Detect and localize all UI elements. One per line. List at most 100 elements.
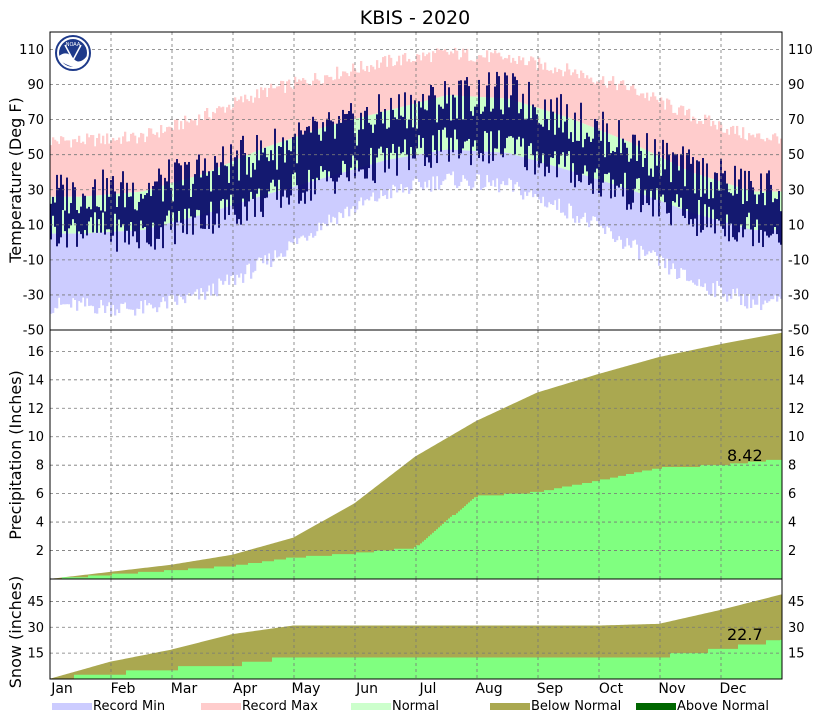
observed-temperature-bar xyxy=(340,122,342,175)
record-max-bar xyxy=(426,54,429,101)
observed-temperature-bar xyxy=(256,134,258,194)
record-min-bar xyxy=(164,224,167,302)
record-min-bar xyxy=(402,157,405,193)
observed-temperature-bar xyxy=(542,126,544,154)
record-min-bar xyxy=(442,150,445,182)
record-min-bar xyxy=(242,201,245,283)
record-min-bar xyxy=(596,179,599,222)
observed-temperature-bar xyxy=(708,198,710,207)
record-min-bar xyxy=(756,230,759,305)
record-max-bar xyxy=(132,132,135,193)
record-max-bar xyxy=(230,109,233,163)
observed-temperature-bar xyxy=(56,174,58,247)
month-label: Apr xyxy=(233,681,257,697)
record-min-bar xyxy=(678,207,681,278)
observed-temperature-bar xyxy=(156,181,158,239)
observed-temperature-bar xyxy=(672,152,674,202)
observed-temperature-bar xyxy=(366,106,368,179)
record-min-bar xyxy=(192,217,195,295)
record-min-bar xyxy=(546,164,549,208)
record-max-bar xyxy=(362,69,365,117)
observed-temperature-bar xyxy=(296,163,298,186)
record-max-bar xyxy=(694,118,697,174)
record-min-bar xyxy=(438,150,441,190)
record-min-bar xyxy=(694,213,697,285)
record-min-bar xyxy=(254,198,257,271)
observed-temperature-bar xyxy=(726,183,728,215)
record-min-bar xyxy=(174,221,177,302)
record-max-bar xyxy=(70,147,73,197)
record-min-bar xyxy=(360,167,363,198)
observed-temperature-bar xyxy=(84,195,86,231)
record-min-bar xyxy=(450,149,453,176)
record-max-bar xyxy=(284,92,287,141)
observed-temperature-bar xyxy=(528,81,530,146)
record-max-bar xyxy=(276,86,279,144)
record-max-bar xyxy=(146,136,149,191)
record-max-bar xyxy=(56,141,59,197)
record-max-bar xyxy=(250,95,253,154)
observed-temperature-bar xyxy=(654,139,656,200)
record-max-bar xyxy=(690,121,693,172)
observed-temperature-bar xyxy=(114,191,116,214)
record-max-bar xyxy=(138,137,141,192)
observed-temperature-bar xyxy=(192,183,194,235)
observed-temperature-bar xyxy=(90,209,92,218)
observed-temperature-bar xyxy=(64,210,66,232)
record-max-bar xyxy=(290,87,293,139)
observed-temperature-bar xyxy=(506,75,508,138)
record-min-bar xyxy=(552,165,555,205)
observed-temperature-bar xyxy=(558,127,560,165)
observed-temperature-bar xyxy=(510,95,512,137)
record-max-bar xyxy=(510,62,513,100)
record-max-bar xyxy=(470,60,473,97)
record-min-bar xyxy=(642,194,645,250)
record-min-bar xyxy=(142,229,145,314)
record-min-bar xyxy=(104,232,107,313)
record-min-bar xyxy=(264,194,267,256)
record-max-bar xyxy=(656,99,659,156)
record-max-bar xyxy=(386,66,389,111)
record-min-bar xyxy=(184,219,187,304)
observed-temperature-bar xyxy=(762,192,764,248)
record-min-bar xyxy=(334,174,337,218)
record-max-bar xyxy=(80,142,83,197)
record-min-bar xyxy=(754,230,757,305)
observed-temperature-bar xyxy=(102,169,104,213)
record-min-bar xyxy=(530,159,533,191)
record-max-bar xyxy=(616,90,619,138)
record-max-bar xyxy=(534,60,537,107)
record-min-bar xyxy=(342,172,345,218)
observed-temperature-bar xyxy=(584,139,586,166)
record-min-bar xyxy=(722,221,725,298)
record-min-bar xyxy=(208,212,211,286)
record-max-bar xyxy=(736,125,739,187)
observed-temperature-bar xyxy=(66,177,68,248)
record-min-bar xyxy=(732,224,735,290)
record-max-bar xyxy=(246,99,249,156)
record-max-bar xyxy=(770,140,773,192)
record-max-bar xyxy=(746,140,749,190)
record-min-bar xyxy=(224,207,227,282)
observed-temperature-bar xyxy=(310,132,312,201)
snow-tick-right: 45 xyxy=(788,595,805,610)
record-max-bar xyxy=(274,88,277,145)
record-max-bar xyxy=(780,138,783,192)
record-max-bar xyxy=(214,113,217,170)
record-min-bar xyxy=(302,183,305,236)
observed-temperature-bar xyxy=(578,140,580,182)
record-min-bar xyxy=(108,232,111,303)
record-max-bar xyxy=(400,65,403,108)
observed-temperature-bar xyxy=(284,162,286,191)
record-max-bar xyxy=(418,54,421,103)
record-min-bar xyxy=(588,176,591,228)
record-max-bar xyxy=(74,139,77,197)
observed-temperature-bar xyxy=(52,196,54,216)
observed-temperature-bar xyxy=(158,168,160,239)
observed-temperature-bar xyxy=(608,141,610,173)
record-max-bar xyxy=(406,61,409,106)
record-min-bar xyxy=(200,214,203,289)
record-max-bar xyxy=(552,73,555,113)
record-min-bar xyxy=(582,174,585,218)
observed-temperature-bar xyxy=(214,156,216,225)
